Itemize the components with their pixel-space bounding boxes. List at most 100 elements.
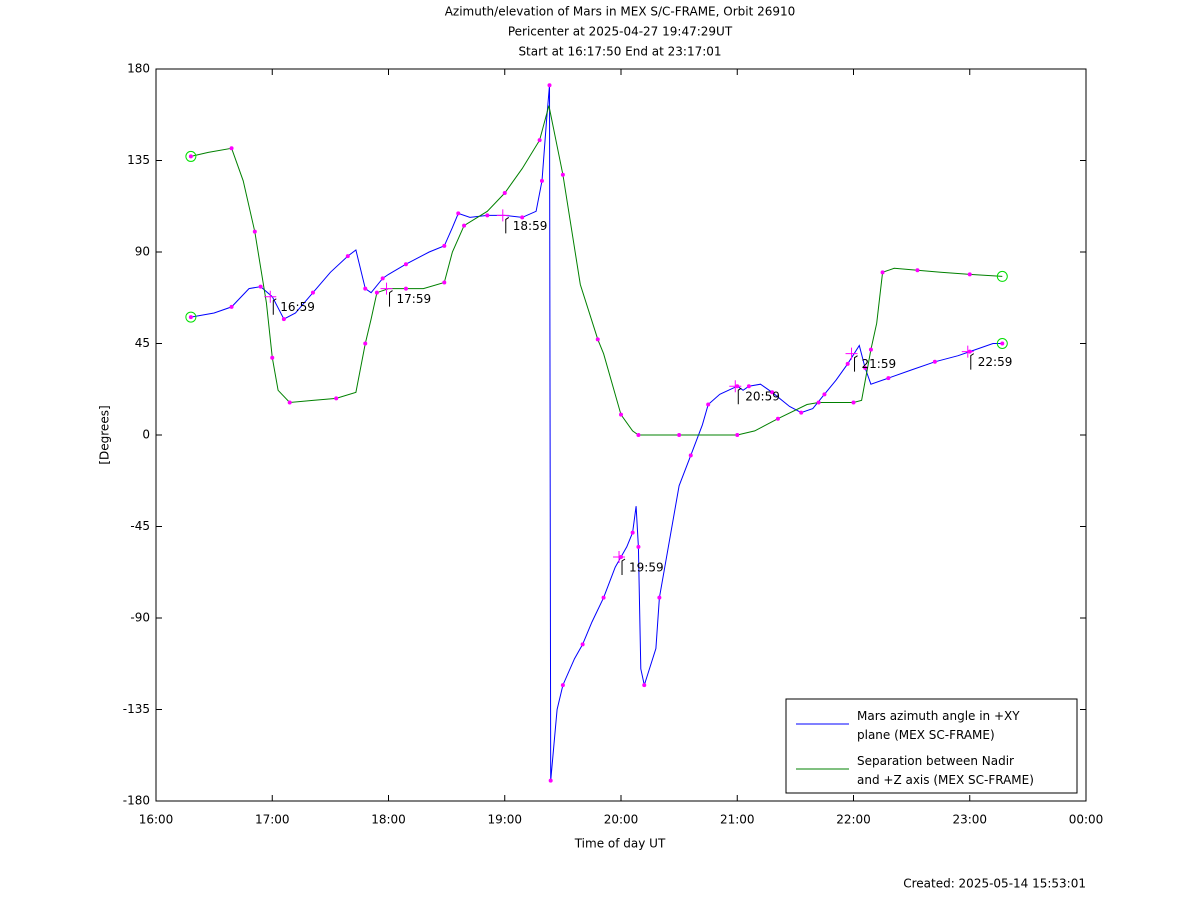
point-marker <box>502 191 507 196</box>
point-marker <box>287 400 292 405</box>
hour-cross <box>380 282 393 295</box>
x-axis-label: Time of day UT <box>574 837 666 851</box>
x-tick-label: 20:00 <box>604 813 639 827</box>
point-marker <box>822 392 827 397</box>
annotation: 19:59 <box>629 561 664 575</box>
point-marker <box>595 337 600 342</box>
point-marker <box>380 276 385 281</box>
y-tick-label: -45 <box>130 519 150 533</box>
point-marker <box>915 268 920 273</box>
point-marker <box>775 416 780 421</box>
hour-cross <box>264 290 277 303</box>
y-tick-label: -180 <box>123 794 150 808</box>
point-marker <box>456 211 461 216</box>
annotation-tick <box>505 216 510 234</box>
chart-title: Pericenter at 2025-04-27 19:47:29UT <box>508 25 733 39</box>
point-marker <box>281 317 286 322</box>
point-marker <box>442 280 447 285</box>
point-marker <box>547 83 552 88</box>
point-marker <box>601 595 606 600</box>
y-axis-label: [Degrees] <box>98 405 112 464</box>
point-marker <box>462 223 467 228</box>
point-marker <box>548 778 553 783</box>
point-marker <box>706 402 711 407</box>
hour-cross <box>729 380 742 393</box>
point-marker <box>863 365 868 370</box>
point-marker <box>677 433 682 437</box>
point-marker <box>270 355 275 360</box>
annotation: 20:59 <box>745 390 780 404</box>
point-marker <box>334 396 339 401</box>
chart-title: Azimuth/elevation of Mars in MEX S/C-FRA… <box>445 5 796 19</box>
point-marker <box>363 341 368 346</box>
annotation: 18:59 <box>513 219 548 233</box>
point-marker <box>746 384 751 389</box>
chart-title: Start at 16:17:50 End at 23:17:01 <box>518 45 721 59</box>
point-marker <box>657 595 662 600</box>
endpoint-marker <box>185 150 197 162</box>
point-marker <box>799 410 804 415</box>
annotation-tick <box>737 387 742 405</box>
hour-cross <box>613 551 626 563</box>
point-marker <box>258 284 263 289</box>
point-marker <box>537 138 542 143</box>
x-tick-label: 19:00 <box>487 813 522 827</box>
point-marker <box>560 172 565 177</box>
point-marker <box>642 683 647 688</box>
footer: Created: 2025-05-14 15:53:01 <box>903 877 1086 891</box>
point-marker <box>630 530 635 535</box>
y-tick-label: -90 <box>130 611 150 625</box>
point-marker <box>403 262 408 267</box>
annotation-tick <box>389 290 393 307</box>
x-tick-label: 21:00 <box>720 813 755 827</box>
hour-cross <box>961 345 974 358</box>
point-marker <box>816 400 821 405</box>
hour-cross <box>496 209 509 222</box>
annotation-tick <box>272 298 277 315</box>
x-tick-label: 18:00 <box>371 813 406 827</box>
point-marker <box>229 304 234 309</box>
point-marker <box>688 453 693 458</box>
x-tick-label: 00:00 <box>1069 813 1104 827</box>
point-marker <box>580 642 585 647</box>
legend-label: Mars azimuth angle in +XY plane (MEX SC-F… <box>857 709 1020 742</box>
x-tick-label: 22:00 <box>836 813 871 827</box>
legend-label: Separation between Nadir and +Z axis (MEX… <box>857 754 1034 787</box>
point-marker <box>735 433 740 437</box>
legend: Mars azimuth angle in +XY plane (MEX SC-F… <box>785 698 1078 794</box>
point-marker <box>636 433 641 437</box>
point-marker <box>845 361 850 366</box>
annotation-tick <box>854 355 858 372</box>
legend-box <box>785 698 1078 794</box>
annotation-tick <box>621 558 626 575</box>
point-marker <box>636 544 641 549</box>
y-tick-label: 0 <box>142 428 150 442</box>
annotation: 22:59 <box>978 355 1013 369</box>
point-marker <box>520 215 525 220</box>
point-marker <box>560 683 565 688</box>
annotation: 21:59 <box>862 357 897 371</box>
endpoint-marker <box>996 270 1008 282</box>
x-tick-label: 16:00 <box>139 813 174 827</box>
point-marker <box>880 270 885 275</box>
annotation: 16:59 <box>280 300 315 314</box>
y-tick-label: 180 <box>127 62 150 76</box>
point-marker <box>1000 341 1005 346</box>
y-tick-label: 45 <box>135 336 150 350</box>
point-marker <box>932 359 937 364</box>
point-marker <box>770 390 775 395</box>
plot-frame <box>155 68 1087 802</box>
x-tick-label: 23:00 <box>952 813 987 827</box>
point-marker <box>403 286 408 291</box>
point-marker <box>229 146 234 151</box>
point-marker <box>886 376 891 381</box>
series-line <box>190 85 1003 781</box>
point-marker <box>345 254 350 259</box>
point-marker <box>374 290 379 295</box>
point-marker <box>619 412 623 417</box>
point-marker <box>310 290 315 295</box>
point-marker <box>967 272 972 277</box>
point-marker <box>485 213 490 218</box>
hour-cross <box>845 347 858 360</box>
